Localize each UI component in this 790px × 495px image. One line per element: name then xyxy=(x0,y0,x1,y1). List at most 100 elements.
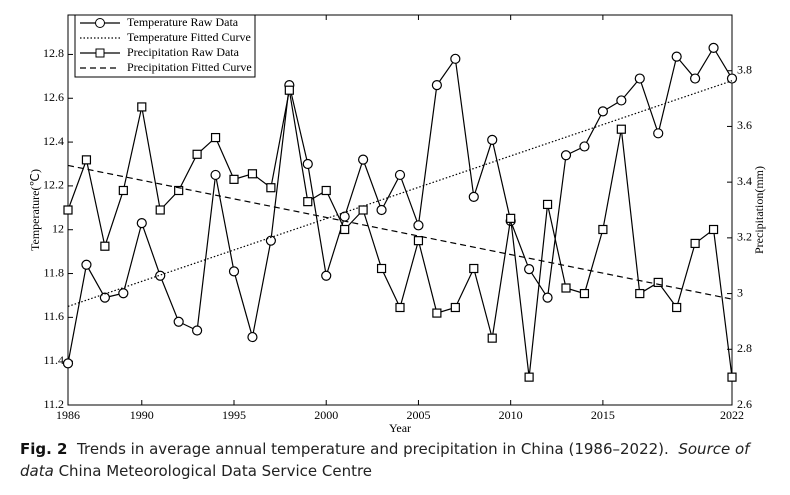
data-point xyxy=(672,302,682,313)
series-line xyxy=(67,80,733,307)
data-point xyxy=(431,80,442,91)
data-point xyxy=(524,264,535,275)
data-point xyxy=(727,372,737,382)
y2-tick-label: 3.8 xyxy=(737,62,752,76)
legend-label: Temperature Raw Data xyxy=(127,15,239,29)
data-point xyxy=(450,302,460,313)
y-tick-label: 11.4 xyxy=(43,353,64,367)
data-point xyxy=(81,155,92,165)
data-point xyxy=(413,236,424,246)
legend-label: Precipitation Raw Data xyxy=(127,45,240,59)
caption-label: Fig. 2 xyxy=(20,440,68,458)
data-point xyxy=(671,51,682,62)
data-point xyxy=(468,191,479,202)
data-point xyxy=(653,277,663,288)
data-point xyxy=(726,73,738,84)
data-point xyxy=(228,266,240,277)
x-tick-label: 1986 xyxy=(56,408,80,422)
y-tick-label: 12.2 xyxy=(43,178,64,192)
caption-source: China Meteorological Data Service Centre xyxy=(58,462,373,480)
data-point xyxy=(247,169,258,179)
data-point xyxy=(358,154,369,165)
data-point xyxy=(118,288,129,299)
data-point xyxy=(413,220,424,231)
series-line xyxy=(67,90,733,378)
y2-tick-label: 3.4 xyxy=(737,174,752,188)
x-tick-label: 2022 xyxy=(720,408,744,422)
x-tick-label: 2005 xyxy=(406,408,430,422)
y-tick-label: 11.2 xyxy=(43,397,64,411)
data-point xyxy=(376,263,387,274)
data-point xyxy=(339,211,350,222)
x-tick-label: 2015 xyxy=(591,408,615,422)
data-point xyxy=(63,205,73,215)
data-point xyxy=(321,270,332,281)
data-point xyxy=(395,302,405,313)
y-axis-label: Temperature(℃) xyxy=(28,169,42,251)
data-point xyxy=(136,218,147,229)
data-point xyxy=(192,325,203,336)
data-point xyxy=(542,292,553,303)
data-point xyxy=(708,42,719,53)
x-tick-label: 2000 xyxy=(314,408,338,422)
legend-label: Precipitation Fitted Curve xyxy=(127,60,252,74)
data-point xyxy=(487,134,498,145)
x-tick-label: 1990 xyxy=(130,408,154,422)
data-point xyxy=(210,169,221,181)
data-point xyxy=(174,185,184,196)
data-point xyxy=(542,199,553,210)
y-tick-label: 12.4 xyxy=(43,134,64,148)
data-point xyxy=(81,259,92,270)
legend-label: Temperature Fitted Curve xyxy=(127,30,251,44)
data-point xyxy=(394,169,406,181)
caption-source-label: Source of data xyxy=(20,440,750,480)
data-point xyxy=(284,85,294,95)
y-tick-label: 12 xyxy=(52,221,64,235)
data-point xyxy=(597,106,608,117)
data-point xyxy=(450,53,461,64)
data-point xyxy=(708,224,719,235)
series-line xyxy=(67,164,733,300)
y-tick-label: 11.8 xyxy=(43,265,64,279)
data-point xyxy=(137,102,147,112)
data-point xyxy=(469,263,479,274)
data-point xyxy=(173,316,184,327)
caption: Fig. 2 Trends in average annual temperat… xyxy=(20,438,780,482)
data-point xyxy=(524,372,534,382)
legend-marker xyxy=(95,48,105,58)
y2-tick-label: 3.6 xyxy=(737,118,752,132)
y-tick-label: 12.6 xyxy=(43,90,64,104)
data-point xyxy=(560,150,572,161)
data-point xyxy=(616,124,626,134)
data-point xyxy=(487,333,497,343)
data-point xyxy=(579,141,590,152)
data-point xyxy=(321,185,331,196)
data-point xyxy=(265,235,276,246)
data-point xyxy=(579,288,590,299)
caption-text: Trends in average annual temperature and… xyxy=(77,440,669,458)
data-point xyxy=(340,224,350,235)
y-tick-label: 12.8 xyxy=(43,46,64,60)
data-point xyxy=(210,132,221,143)
data-point xyxy=(192,149,202,159)
series-line xyxy=(67,46,733,364)
y2-tick-label: 2.8 xyxy=(737,341,752,355)
y2-axis-label: Precipitation(mm) xyxy=(752,166,766,254)
y-tick-label: 11.6 xyxy=(43,309,64,323)
data-point xyxy=(690,73,701,84)
y2-tick-label: 3 xyxy=(737,285,743,299)
data-point xyxy=(247,331,258,343)
data-point xyxy=(99,292,110,303)
data-point xyxy=(155,205,165,215)
data-point xyxy=(229,174,239,184)
data-point xyxy=(302,158,313,170)
chart: Year Temperature(℃) Precipitation(mm) 19… xyxy=(28,14,766,435)
data-point xyxy=(432,308,442,318)
data-point xyxy=(598,224,608,235)
data-point xyxy=(616,95,627,106)
x-axis-label: Year xyxy=(389,421,411,432)
data-point xyxy=(100,241,110,251)
data-point xyxy=(358,205,368,215)
data-point xyxy=(118,185,128,196)
